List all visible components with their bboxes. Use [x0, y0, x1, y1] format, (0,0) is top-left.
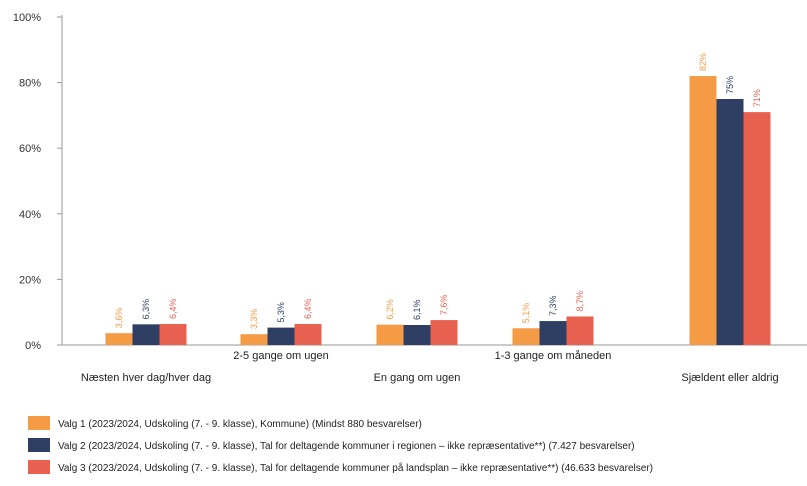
bar — [430, 320, 458, 345]
data-label: 5,3% — [276, 302, 286, 323]
bar — [539, 321, 567, 345]
bar — [159, 324, 187, 345]
legend: Valg 1 (2023/2024, Udskoling (7. - 9. kl… — [28, 414, 807, 480]
legend-item-valg-3: Valg 3 (2023/2024, Udskoling (7. - 9. kl… — [28, 458, 807, 480]
bar — [376, 324, 404, 345]
legend-label: Valg 1 (2023/2024, Udskoling (7. - 9. kl… — [58, 419, 422, 430]
y-tick-label: 0% — [25, 340, 41, 352]
bar — [512, 328, 540, 345]
legend-label: Valg 2 (2023/2024, Udskoling (7. - 9. kl… — [58, 441, 635, 452]
bar — [566, 316, 594, 345]
legend-swatch — [28, 460, 50, 475]
legend-swatch — [28, 416, 50, 431]
y-tick-label: 100% — [13, 12, 41, 24]
bar — [689, 76, 717, 345]
legend-item-valg-2: Valg 2 (2023/2024, Udskoling (7. - 9. kl… — [28, 436, 807, 458]
data-label: 75% — [725, 76, 735, 94]
legend-label: Valg 3 (2023/2024, Udskoling (7. - 9. kl… — [58, 463, 653, 474]
category-label: 1-3 gange om måneden — [495, 350, 612, 362]
data-label: 6,1% — [412, 299, 422, 320]
category-label: 2-5 gange om ugen — [233, 350, 328, 362]
data-label: 3,6% — [114, 308, 124, 329]
category-labels: Næsten hver dag/hver dag 2-5 gange om uge… — [81, 350, 779, 384]
data-label: 7,3% — [548, 296, 558, 317]
bar — [132, 324, 160, 345]
y-tick-label: 80% — [19, 78, 41, 90]
data-label: 5,1% — [521, 303, 531, 324]
bar — [240, 334, 268, 345]
y-tick-label: 40% — [19, 209, 41, 221]
data-label: 6,4% — [168, 298, 178, 319]
category-label: Næsten hver dag/hver dag — [81, 372, 211, 384]
data-label: 82% — [698, 53, 708, 71]
data-labels: 3,6% 6,3% 6,4% 3,3% 5,3% 6,4% 6,2% 6,1% 7,6% 5,1%… — [114, 53, 762, 329]
bar — [267, 327, 295, 345]
data-label: 6,4% — [303, 298, 313, 319]
bar-chart: 0% 20% 40% 60% 80% 100% 3,6% 6,3% 6,4% 3,3% 5,3% 6… — [13, 12, 807, 384]
bar — [294, 324, 322, 345]
category-label: Sjældent eller aldrig — [681, 372, 778, 384]
y-tick-label: 20% — [19, 274, 41, 286]
bar — [403, 324, 431, 345]
data-label: 6,3% — [141, 299, 151, 320]
y-axis-ticks: 0% 20% 40% 60% 80% 100% — [13, 12, 62, 352]
bars — [105, 76, 771, 346]
data-label: 3,3% — [249, 309, 259, 330]
category-label: En gang om ugen — [374, 372, 461, 384]
data-label: 8,7% — [575, 291, 585, 312]
data-label: 7,6% — [439, 295, 449, 316]
legend-swatch — [28, 438, 50, 453]
bar — [716, 99, 744, 345]
bar — [743, 112, 771, 346]
legend-item-valg-1: Valg 1 (2023/2024, Udskoling (7. - 9. kl… — [28, 414, 807, 436]
y-tick-label: 60% — [19, 143, 41, 155]
data-label: 71% — [752, 89, 762, 107]
bar — [105, 333, 133, 345]
data-label: 6,2% — [385, 299, 395, 320]
